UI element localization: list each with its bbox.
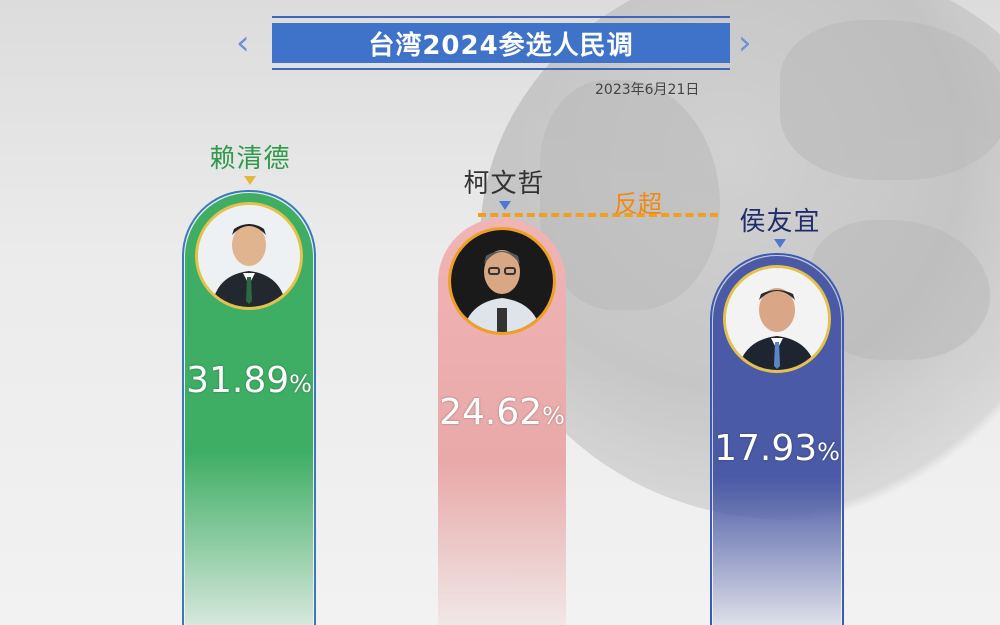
overtake-dashed-line bbox=[478, 213, 718, 217]
bar-outline bbox=[182, 190, 316, 625]
title-background bbox=[272, 23, 730, 63]
page-title: 台湾2024参选人民调 bbox=[368, 30, 634, 61]
pointer-triangle-icon bbox=[499, 201, 511, 210]
percent-label: 24.62% bbox=[438, 392, 566, 433]
candidate-name: 赖清德 bbox=[209, 144, 291, 174]
next-arrow-icon[interactable]: › bbox=[738, 23, 752, 63]
percent-value: 24.62 bbox=[439, 392, 543, 433]
candidate-photo bbox=[448, 227, 556, 335]
candidate-name: 侯友宜 bbox=[739, 207, 821, 237]
bar-outline bbox=[710, 253, 844, 625]
candidate-name: 柯文哲 bbox=[463, 169, 545, 199]
portrait-icon bbox=[451, 230, 553, 332]
globe-landmass bbox=[780, 20, 1000, 180]
percent-unit: % bbox=[817, 438, 840, 466]
poll-date: 2023年6月21日 bbox=[595, 82, 700, 98]
globe-landmass bbox=[540, 80, 720, 310]
portrait-icon bbox=[726, 268, 828, 370]
pointer-triangle-icon bbox=[774, 239, 786, 248]
percent-unit: % bbox=[289, 370, 312, 398]
percent-label: 31.89% bbox=[185, 360, 313, 401]
percent-value: 17.93 bbox=[714, 428, 818, 469]
previous-arrow-icon[interactable]: ‹ bbox=[236, 23, 250, 63]
percent-value: 31.89 bbox=[186, 360, 290, 401]
portrait-icon bbox=[198, 205, 300, 307]
percent-label: 17.93% bbox=[713, 428, 841, 469]
overtake-label: 反超 bbox=[614, 190, 662, 218]
percent-unit: % bbox=[542, 402, 565, 430]
pointer-triangle-icon bbox=[244, 176, 256, 185]
title-bar: 台湾2024参选人民调 bbox=[272, 16, 730, 70]
candidate-photo bbox=[195, 202, 303, 310]
candidate-photo bbox=[723, 265, 831, 373]
